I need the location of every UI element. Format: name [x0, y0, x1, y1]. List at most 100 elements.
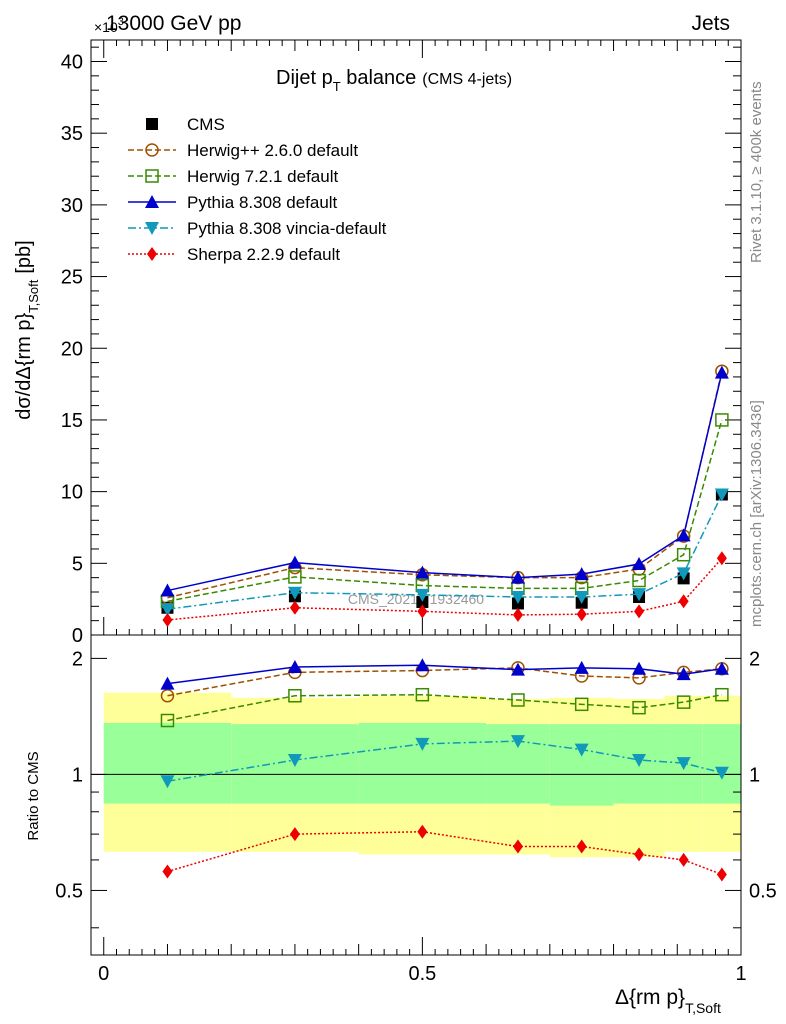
ratio-point-herwig-7-2-1-default [511, 693, 525, 707]
x-tick-label: 0.5 [408, 963, 436, 985]
ratio-point-pythia-8-308-vincia-default [714, 766, 729, 780]
legend-marker-pythia-8-308-default [145, 195, 159, 208]
legend-label-herwig-2-6-0-default: Herwig++ 2.6.0 default [187, 141, 358, 160]
ratio-y-tick-label: 2 [72, 648, 83, 670]
main-point-pythia-8-308-vincia-default [714, 488, 729, 502]
ratio-point-herwig-7-2-1-default [160, 713, 175, 728]
main-point-pythia-8-308-default [574, 567, 589, 581]
main-point-herwig-7-2-1-default [715, 413, 729, 427]
ratio-y-tick-label: 0.5 [55, 880, 83, 902]
ratio-band-stat [358, 722, 487, 804]
ratio-y-tick-label-right: 1 [749, 764, 760, 786]
main-point-pythia-8-308-default [632, 557, 647, 571]
rivet-label: Rivet 3.1.10, ≥ 400k events [748, 81, 765, 263]
main-y-tick-label: 0 [72, 625, 83, 647]
exponent-label: ×103 [94, 16, 124, 35]
ratio-point-sherpa-2-2-9-default [162, 864, 173, 879]
ratio-point-pythia-8-308-default [632, 661, 647, 675]
ratio-point-sherpa-2-2-9-default [716, 867, 727, 882]
main-point-sherpa-2-2-9-default [634, 604, 645, 619]
ratio-point-pythia-8-308-vincia-default [510, 735, 525, 749]
main-point-pythia-8-308-default [510, 570, 525, 584]
main-point-sherpa-2-2-9-default [417, 604, 428, 619]
main-point-pythia-8-308-default [415, 565, 430, 579]
ratio-y-tick-label-right: 2 [749, 648, 760, 670]
legend-label-pythia-8-308-default: Pythia 8.308 default [187, 193, 338, 212]
ratio-y-tick-label: 1 [72, 764, 83, 786]
ratio-point-sherpa-2-2-9-default [289, 827, 300, 842]
main-point-sherpa-2-2-9-default [716, 551, 727, 566]
legend-label-herwig-7-2-1-default: Herwig 7.2.1 default [187, 167, 338, 186]
main-line-herwig-2-6-0-default [167, 371, 723, 599]
ratio-band-stat [702, 724, 741, 804]
ratio-point-pythia-8-308-vincia-default [287, 753, 302, 767]
ratio-band-stat [103, 722, 232, 804]
main-point-pythia-8-308-default [160, 583, 175, 597]
ratio-point-herwig-7-2-1-default [415, 687, 430, 702]
energy-label: 13000 GeV pp [106, 12, 241, 35]
main-point-sherpa-2-2-9-default [678, 594, 689, 609]
main-point-sherpa-2-2-9-default [289, 600, 300, 615]
legend-label-pythia-8-308-vincia-default: Pythia 8.308 vincia-default [187, 219, 387, 238]
main-point-herwig-7-2-1-default [632, 573, 646, 588]
ratio-point-sherpa-2-2-9-default [417, 824, 428, 839]
main-line-herwig-7-2-1-default [167, 419, 723, 603]
main-y-tick-label: 15 [61, 410, 83, 432]
main-point-pythia-8-308-vincia-default [574, 591, 589, 605]
ratio-band-stat [549, 724, 614, 806]
main-y-tick-label: 35 [61, 123, 83, 145]
ratio-point-sherpa-2-2-9-default [634, 847, 645, 862]
main-y-tick-label: 40 [61, 52, 83, 74]
mcplots-label: mcplots.cern.ch [arXiv:1306.3436] [748, 400, 765, 627]
ratio-point-pythia-8-308-default [676, 667, 691, 681]
ratio-point-pythia-8-308-default [415, 658, 430, 672]
main-point-herwig-7-2-1-default [288, 570, 302, 584]
legend-marker-herwig-2-6-0-default [145, 143, 159, 157]
ratio-point-pythia-8-308-default [574, 660, 589, 674]
ratio-frame [90, 634, 742, 956]
ratio-point-pythia-8-308-default [714, 661, 729, 675]
ratio-point-pythia-8-308-default [510, 662, 525, 676]
main-point-sherpa-2-2-9-default [162, 612, 173, 627]
ratio-point-pythia-8-308-default [287, 659, 302, 673]
ratio-point-pythia-8-308-default [160, 676, 175, 690]
watermark: CMS_2021_I1932460 [348, 591, 484, 607]
main-point-pythia-8-308-vincia-default [160, 603, 175, 617]
ratio-point-pythia-8-308-vincia-default [160, 775, 175, 789]
ratio-ylabel: Ratio to CMS [25, 751, 42, 840]
ratio-point-herwig-7-2-1-default [288, 688, 302, 703]
ratio-point-herwig-7-2-1-default [574, 697, 589, 712]
x-tick-label: 0 [98, 963, 109, 985]
main-line-pythia-8-308-default [167, 372, 723, 592]
main-point-pythia-8-308-vincia-default [415, 588, 430, 602]
main-point-pythia-8-308-default [287, 555, 302, 569]
category-label: Jets [691, 12, 730, 35]
legend-label-cms: CMS [187, 115, 225, 134]
main-point-herwig-7-2-1-default [676, 547, 691, 562]
ratio-point-herwig-7-2-1-default [715, 687, 729, 702]
legend-marker-sherpa-2-2-9-default [147, 247, 157, 261]
main-point-sherpa-2-2-9-default [576, 607, 587, 622]
main-line-pythia-8-308-vincia-default [167, 494, 723, 610]
main-point-pythia-8-308-default [676, 528, 691, 542]
ratio-line-sherpa-2-2-9-default [167, 830, 723, 876]
legend-label-sherpa-2-2-9-default: Sherpa 2.2.9 default [187, 245, 340, 264]
ratio-point-pythia-8-308-vincia-default [676, 757, 691, 771]
main-ylabel: dσ/dΔ{rm p}T,Soft[pb] [13, 240, 41, 419]
legend-marker-herwig-7-2-1-default [145, 169, 159, 183]
main-y-tick-label: 5 [72, 553, 83, 575]
ratio-point-herwig-2-6-0-default [160, 688, 175, 703]
ratio-point-sherpa-2-2-9-default [678, 852, 689, 867]
ratio-point-pythia-8-308-vincia-default [574, 743, 589, 757]
main-point-pythia-8-308-vincia-default [287, 586, 302, 600]
ratio-y-tick-label-right: 0.5 [749, 880, 777, 902]
ratio-point-pythia-8-308-vincia-default [632, 753, 647, 767]
legend-marker-pythia-8-308-vincia-default [145, 222, 159, 235]
x-tick-label: 1 [735, 963, 746, 985]
main-y-tick-label: 10 [61, 482, 83, 504]
ratio-point-sherpa-2-2-9-default [576, 839, 587, 854]
main-y-tick-label: 25 [61, 267, 83, 289]
main-point-cms [416, 596, 429, 609]
ratio-point-sherpa-2-2-9-default [512, 839, 523, 854]
